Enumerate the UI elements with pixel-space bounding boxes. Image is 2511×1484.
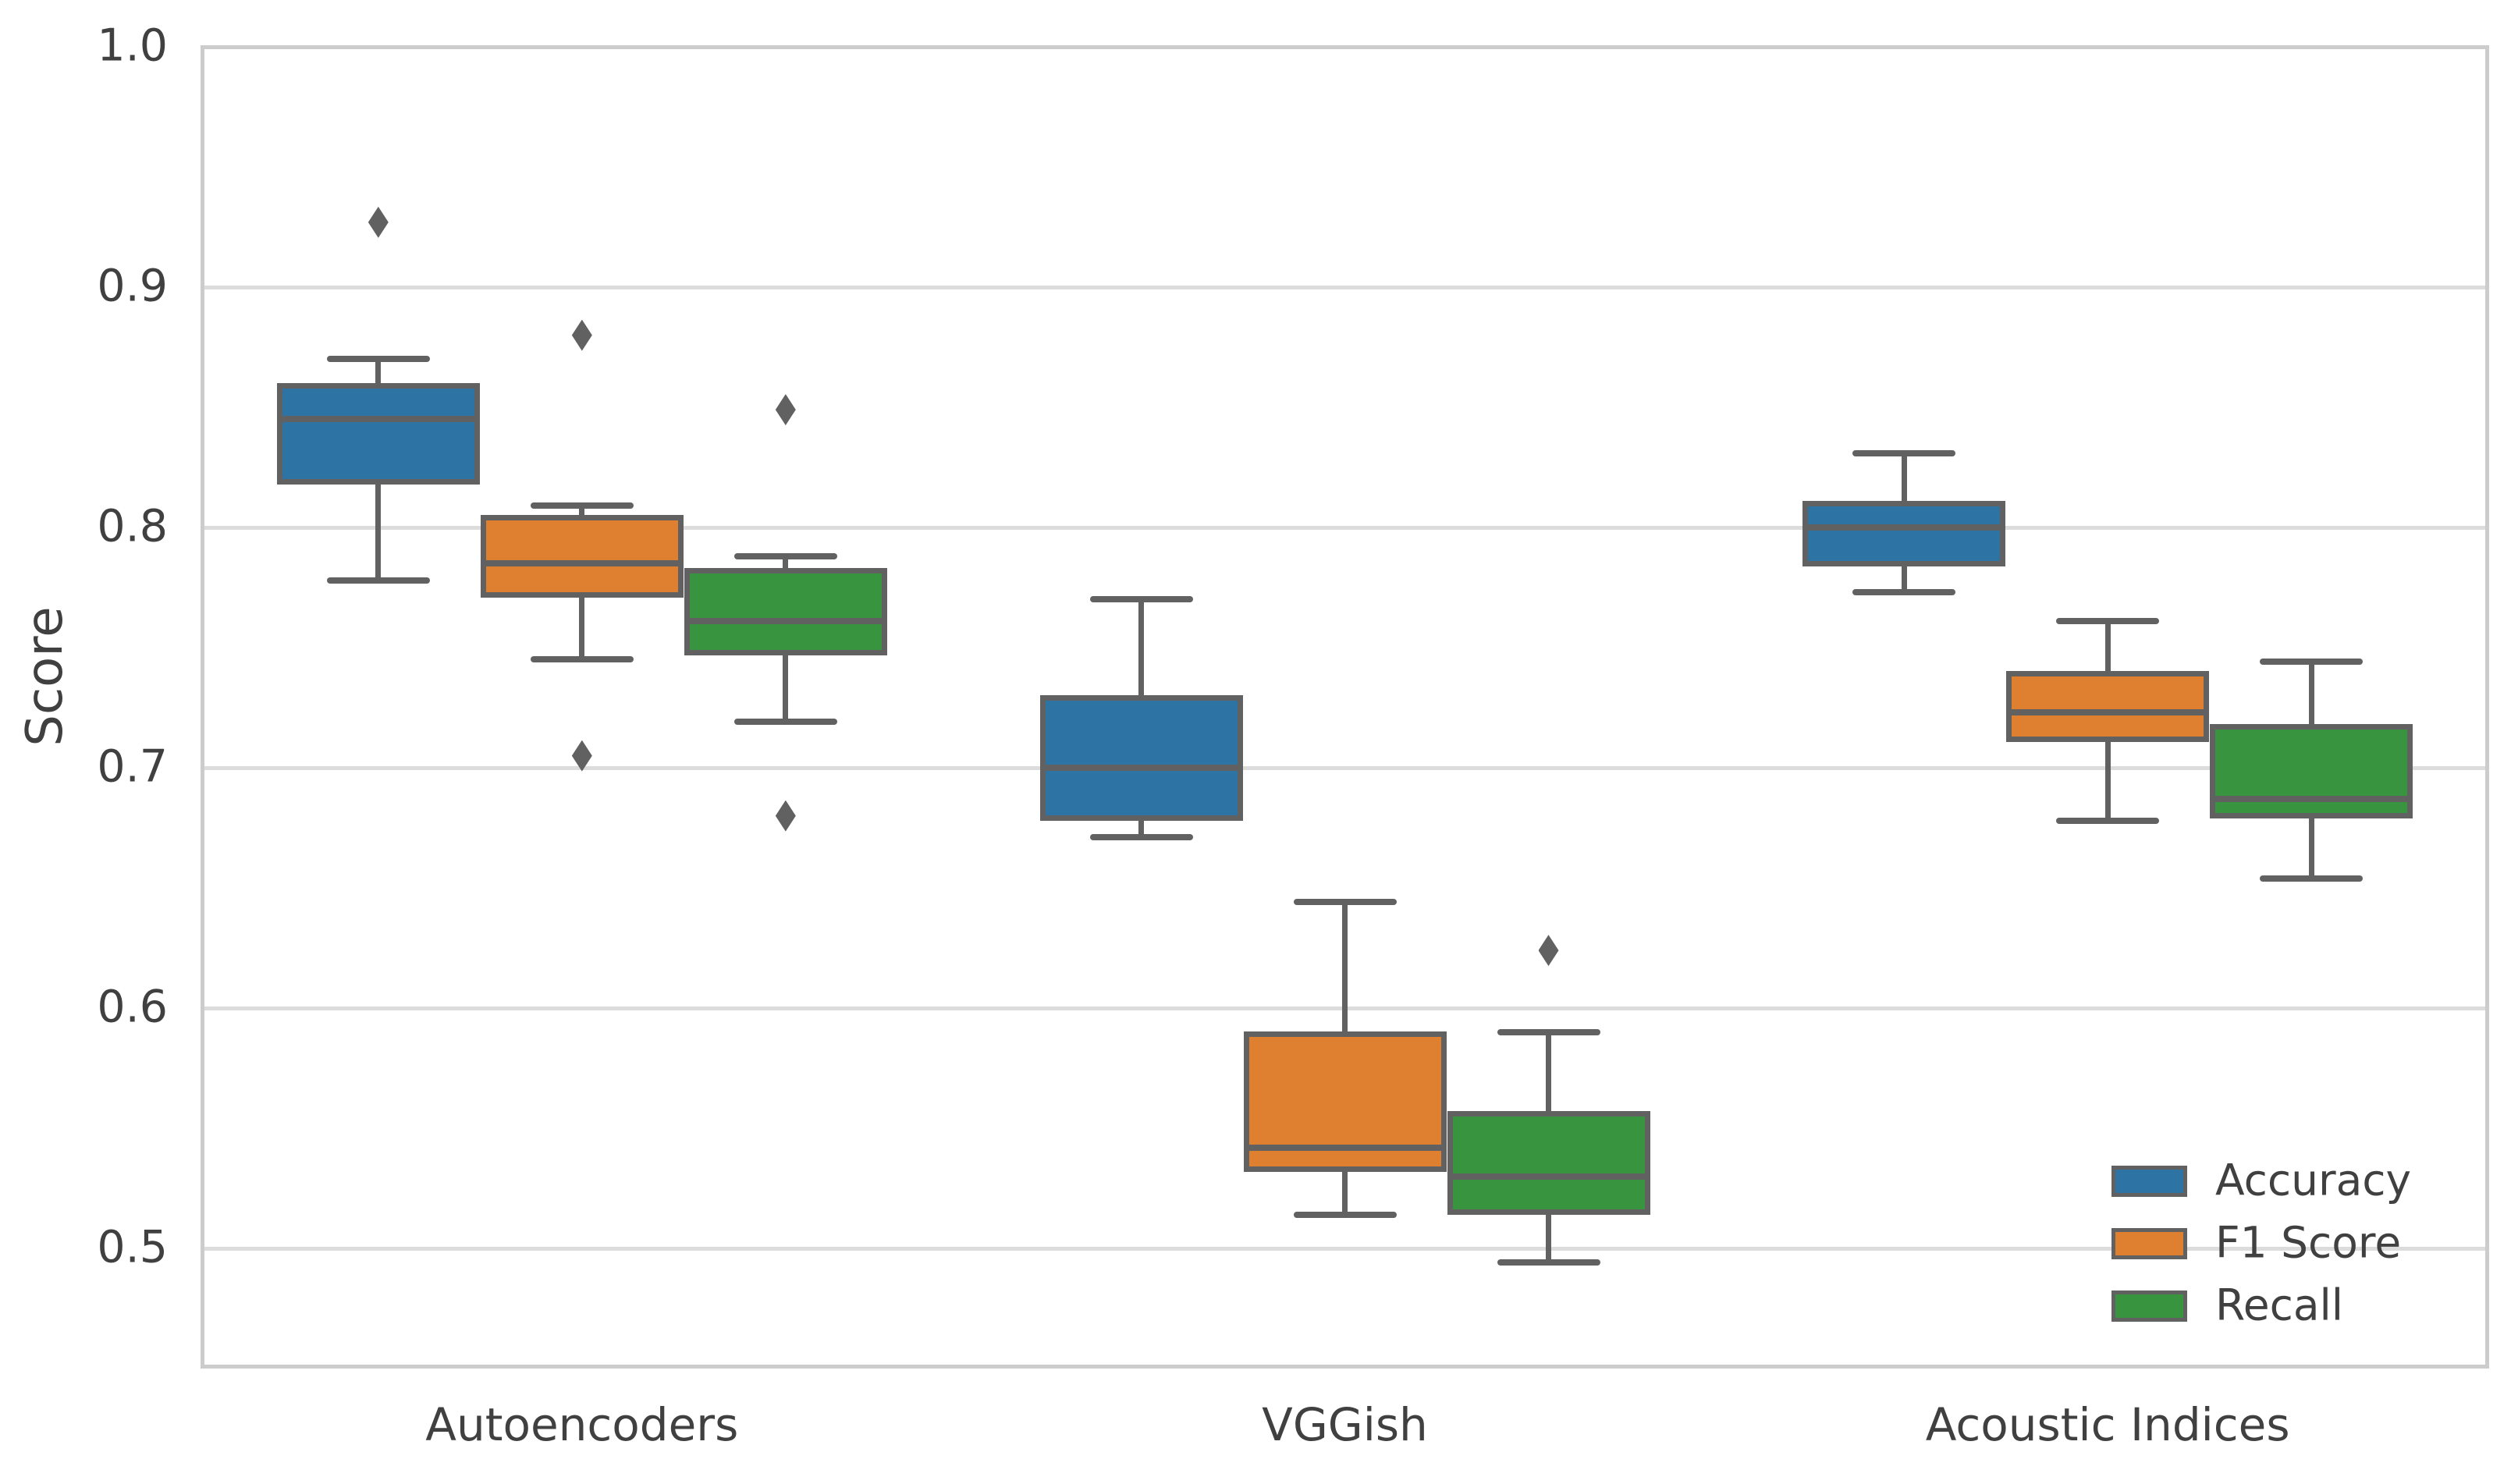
whisker-cap — [530, 656, 634, 663]
whisker-line — [375, 481, 382, 580]
whisker-cap — [1293, 1211, 1397, 1218]
whisker-line — [1901, 563, 1907, 593]
outlier-marker — [368, 206, 389, 238]
legend-swatch — [2111, 1291, 2187, 1322]
y-tick-label: 0.5 — [97, 1221, 168, 1273]
whisker-line — [1901, 453, 1907, 504]
whisker-line — [2104, 621, 2111, 674]
box-median — [282, 416, 474, 423]
whisker-cap — [1497, 1028, 1600, 1035]
box — [684, 567, 887, 655]
whisker-line — [375, 359, 382, 386]
box — [1039, 695, 1243, 822]
gridline — [204, 766, 2485, 770]
box — [276, 382, 480, 485]
legend-label: Recall — [2215, 1280, 2344, 1330]
y-axis-label: Score — [16, 606, 74, 747]
legend-label: Accuracy — [2215, 1155, 2412, 1205]
outlier-marker — [1538, 935, 1559, 967]
box-median — [2012, 709, 2204, 716]
whisker-line — [2308, 815, 2314, 879]
whisker-cap — [1293, 899, 1397, 906]
x-tick-label: Autoencoders — [425, 1398, 739, 1451]
box — [2006, 671, 2210, 742]
whisker-cap — [733, 719, 837, 726]
legend-swatch — [2111, 1166, 2187, 1197]
whisker-cap — [530, 502, 634, 509]
whisker-cap — [1089, 596, 1193, 603]
legend-label: F1 Score — [2215, 1217, 2402, 1268]
whisker-cap — [1089, 834, 1193, 841]
box-median — [2215, 796, 2408, 803]
box-median — [1452, 1173, 1645, 1180]
x-tick-label: Acoustic Indices — [1925, 1398, 2290, 1451]
whisker-cap — [1852, 589, 1956, 596]
y-tick-label: 1.0 — [97, 20, 168, 72]
whisker-cap — [326, 356, 430, 363]
gridline — [204, 1247, 2485, 1251]
whisker-cap — [2056, 817, 2160, 824]
box — [480, 515, 684, 598]
whisker-cap — [1852, 449, 1956, 456]
box — [2210, 724, 2413, 819]
y-tick-label: 0.6 — [97, 981, 168, 1033]
whisker-line — [783, 556, 789, 571]
whisker-line — [1342, 1169, 1348, 1215]
whisker-line — [783, 652, 789, 722]
box-median — [1045, 765, 1238, 771]
whisker-cap — [2260, 875, 2364, 882]
gridline — [204, 526, 2485, 530]
whisker-cap — [2056, 618, 2160, 625]
box-median — [689, 618, 882, 625]
whisker-line — [2308, 662, 2314, 727]
whisker-cap — [2260, 659, 2364, 666]
whisker-line — [1546, 1212, 1551, 1263]
whisker-line — [579, 506, 585, 518]
whisker-line — [1138, 599, 1144, 698]
box-median — [1248, 1144, 1441, 1151]
whisker-cap — [1497, 1259, 1600, 1266]
legend-swatch — [2111, 1228, 2187, 1259]
gridline — [204, 286, 2485, 289]
box-median — [1808, 524, 2001, 531]
box — [1802, 500, 2006, 566]
y-tick-label: 0.9 — [97, 260, 168, 312]
box — [1447, 1111, 1650, 1216]
whisker-line — [2104, 739, 2111, 821]
outlier-marker — [775, 800, 796, 832]
y-tick-label: 0.7 — [97, 740, 168, 793]
outlier-marker — [571, 319, 592, 351]
whisker-cap — [733, 552, 837, 559]
outlier-marker — [775, 394, 796, 426]
x-tick-label: VGGish — [1262, 1398, 1428, 1451]
whisker-line — [1546, 1031, 1551, 1114]
whisker-line — [1138, 818, 1144, 838]
y-tick-label: 0.8 — [97, 500, 168, 552]
box — [1243, 1031, 1447, 1172]
whisker-line — [579, 595, 585, 660]
whisker-cap — [326, 577, 430, 584]
whisker-line — [1342, 902, 1348, 1035]
box-median — [485, 560, 678, 567]
